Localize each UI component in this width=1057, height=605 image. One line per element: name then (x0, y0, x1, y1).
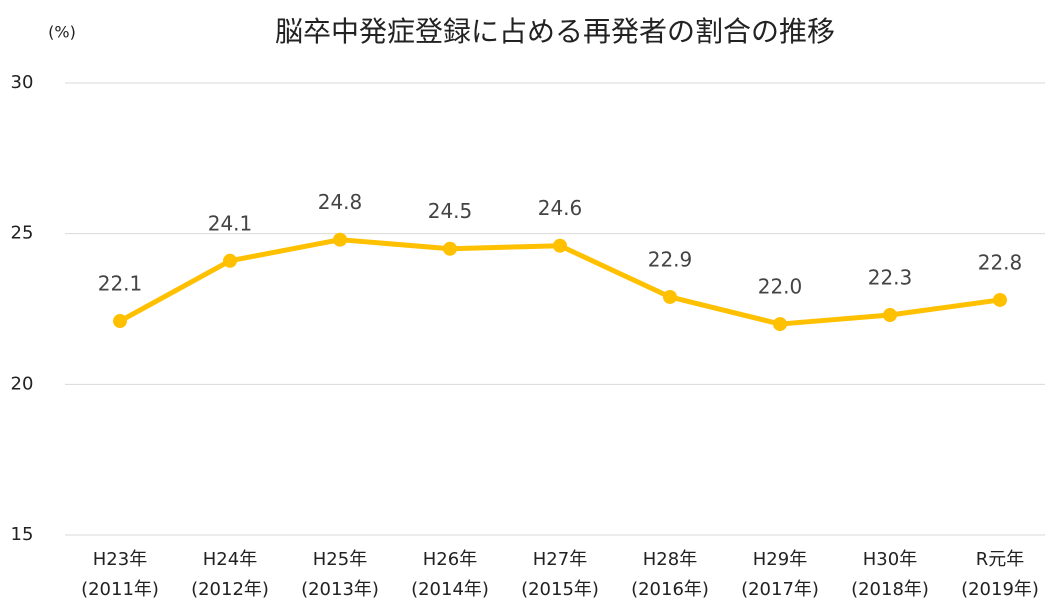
data-label: 22.1 (98, 272, 143, 296)
y-axis-label: (%) (48, 23, 76, 42)
data-label: 22.3 (868, 266, 913, 290)
y-tick-label: 25 (11, 223, 34, 244)
point (113, 314, 127, 329)
data-label: 22.9 (648, 247, 693, 271)
x-tick-label: (2015年) (521, 579, 599, 600)
data-label: 24.1 (208, 211, 253, 235)
point (883, 308, 897, 323)
y-tick-label: 15 (11, 524, 34, 545)
point (663, 289, 677, 304)
x-tick-label: H29年 (753, 549, 807, 570)
x-tick-label: H27年 (533, 549, 587, 570)
point (773, 317, 787, 332)
x-tick-label: (2012年) (191, 579, 269, 600)
data-label: 22.0 (758, 275, 803, 299)
chart-title: 脳卒中発症登録に占める再発者の割合の推移 (275, 15, 835, 48)
x-tick-label: H28年 (643, 549, 697, 570)
data-label: 22.8 (978, 250, 1023, 274)
y-tick-label: 30 (11, 72, 34, 93)
x-tick-label: (2013年) (301, 579, 379, 600)
x-tick-label: H25年 (313, 549, 367, 570)
x-tick-label: R元年 (976, 549, 1025, 570)
x-tick-label: (2017年) (741, 579, 819, 600)
x-tick-label: (2016年) (631, 579, 709, 600)
x-tick-label: (2014年) (411, 579, 489, 600)
x-tick-label: H30年 (863, 549, 917, 570)
x-tick-label: (2018年) (851, 579, 929, 600)
point (553, 238, 567, 253)
y-tick-label: 20 (11, 373, 34, 394)
point (443, 241, 457, 256)
x-tick-label: H26年 (423, 549, 477, 570)
point (223, 253, 237, 268)
point (993, 292, 1007, 307)
data-label: 24.6 (538, 196, 583, 220)
x-tick-label: (2011年) (81, 579, 159, 600)
data-label: 24.5 (428, 199, 473, 223)
x-tick-label: H23年 (93, 549, 147, 570)
data-label: 24.8 (318, 190, 363, 214)
x-tick-label: H24年 (203, 549, 257, 570)
point (333, 232, 347, 247)
x-tick-label: (2019年) (961, 579, 1039, 600)
